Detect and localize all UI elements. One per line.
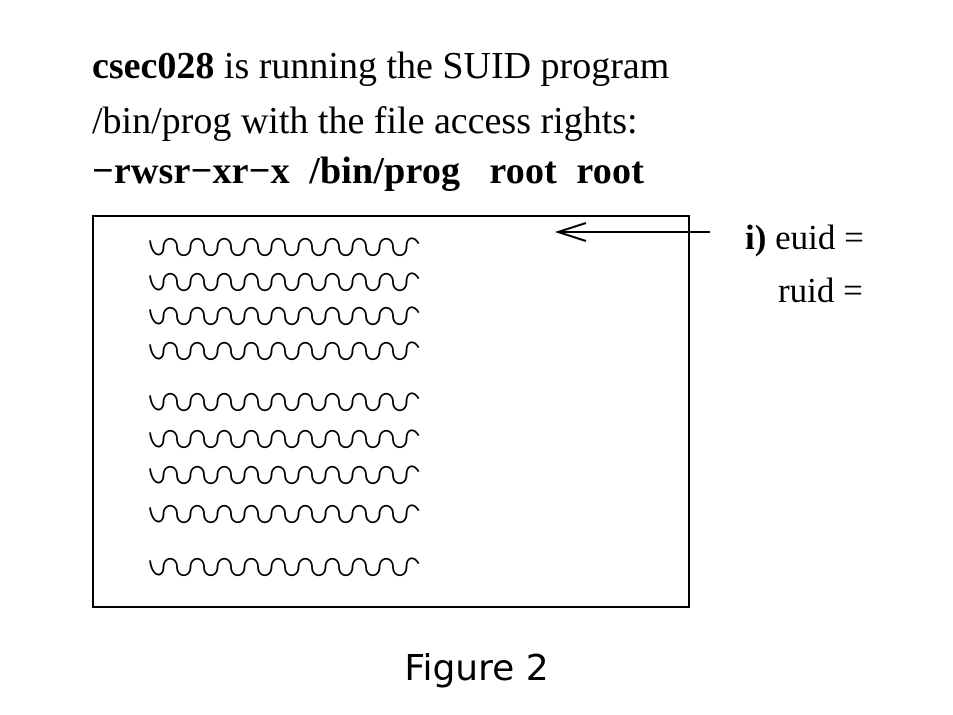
code-line xyxy=(149,465,420,485)
arrow-icon xyxy=(554,222,710,242)
file-path: /bin/prog xyxy=(309,150,461,192)
permission-string: −rwsr−xr−x xyxy=(92,150,290,192)
intro-line-1: csec028 is running the SUID program xyxy=(92,47,669,85)
code-line xyxy=(149,429,420,449)
code-line xyxy=(149,237,420,257)
ruid-label: ruid = xyxy=(778,271,863,310)
username: csec028 xyxy=(92,45,215,87)
euid-text: euid = xyxy=(766,218,864,257)
intro-line-2: /bin/prog with the file access rights: xyxy=(92,100,638,142)
figure-caption: Figure 2 xyxy=(404,648,549,689)
code-line xyxy=(149,341,420,361)
code-line xyxy=(149,504,420,524)
euid-label: i) euid = xyxy=(745,220,864,255)
code-lines-squiggles xyxy=(149,237,420,577)
code-line xyxy=(149,557,420,577)
code-line xyxy=(149,272,420,292)
file-group: root xyxy=(576,150,645,192)
file-permissions-line: −rwsr−xr−x /bin/prog root root xyxy=(92,152,644,190)
code-line xyxy=(149,306,420,326)
code-line xyxy=(149,392,420,412)
annotation-marker: i) xyxy=(745,218,767,257)
file-owner: root xyxy=(489,150,558,192)
program-code-box xyxy=(92,215,690,608)
intro-line-1-text: is running the SUID program xyxy=(214,45,670,87)
